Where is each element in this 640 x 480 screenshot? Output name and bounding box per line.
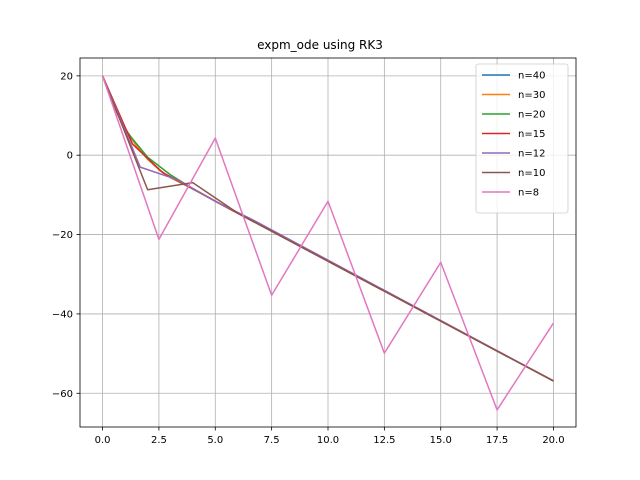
series-line: [101, 75, 554, 382]
legend: n=40 n=30 n=20 n=15 n=12 n=10 n=8: [475, 63, 569, 214]
legend-label: n=10: [518, 168, 545, 179]
legend-label: n=20: [518, 110, 545, 121]
y-tick-label: −20: [52, 230, 73, 241]
x-tick-label: 12.5: [373, 435, 395, 446]
chart-title: expm_ode using RK3: [257, 38, 383, 52]
y-tick-label: 0: [67, 151, 73, 162]
legend-box: [475, 63, 569, 214]
x-tick-label: 0.0: [95, 435, 111, 446]
x-tick-label: 15.0: [430, 435, 452, 446]
x-tick-label: 10.0: [317, 435, 339, 446]
x-tick-label: 17.5: [486, 435, 508, 446]
legend-label: n=8: [518, 188, 539, 199]
y-tick-label: 20: [60, 71, 73, 82]
legend-label: n=30: [518, 90, 545, 101]
legend-label: n=12: [518, 149, 545, 160]
axis-ticks: 0.0 2.5 5.0 7.5 10.0 12.5 15.0 17.5 20.0 20 0 −20 −4…: [52, 71, 565, 446]
series-lines: [101, 75, 555, 411]
legend-label: n=40: [518, 71, 545, 82]
x-tick-label: 7.5: [264, 435, 280, 446]
series-line: [101, 75, 554, 382]
x-tick-label: 5.0: [207, 435, 223, 446]
legend-label: n=15: [518, 129, 545, 140]
x-tick-label: 20.0: [542, 435, 564, 446]
x-tick-label: 2.5: [151, 435, 167, 446]
series-line: [101, 75, 555, 411]
y-tick-label: −60: [52, 389, 73, 400]
y-tick-label: −40: [52, 309, 73, 320]
